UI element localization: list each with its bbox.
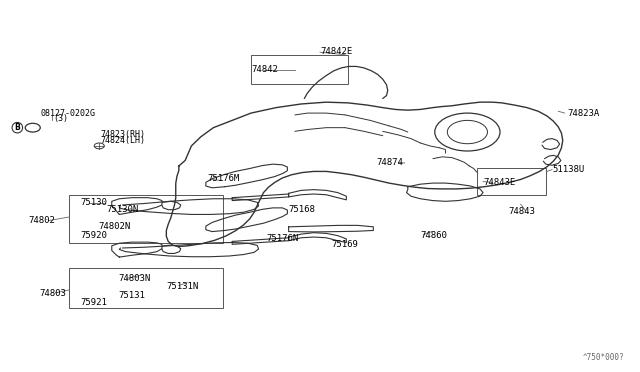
Text: 75168: 75168 bbox=[289, 205, 316, 214]
Text: 75176M: 75176M bbox=[207, 174, 239, 183]
Text: 75920: 75920 bbox=[81, 231, 108, 240]
Text: 74802: 74802 bbox=[28, 216, 55, 225]
Text: 74842: 74842 bbox=[251, 65, 278, 74]
Text: 74843: 74843 bbox=[508, 207, 535, 216]
Text: 75921: 75921 bbox=[81, 298, 108, 307]
Text: 74823(RH): 74823(RH) bbox=[100, 131, 145, 140]
Text: 74824(LH): 74824(LH) bbox=[100, 136, 145, 145]
Text: 75169: 75169 bbox=[332, 240, 358, 249]
Bar bbox=[69, 268, 223, 308]
Text: 74860: 74860 bbox=[420, 231, 447, 240]
Text: 08127-0202G: 08127-0202G bbox=[41, 109, 96, 118]
Text: 75176N: 75176N bbox=[267, 234, 299, 243]
Text: 51138U: 51138U bbox=[552, 165, 584, 174]
Text: ^750*000?: ^750*000? bbox=[582, 353, 624, 362]
Bar bbox=[477, 168, 546, 195]
Text: 75130N: 75130N bbox=[107, 205, 139, 214]
Text: (3): (3) bbox=[54, 114, 68, 123]
Text: 74802N: 74802N bbox=[99, 222, 131, 231]
Text: 75130: 75130 bbox=[81, 198, 108, 207]
Text: B: B bbox=[15, 123, 20, 132]
Text: 75131N: 75131N bbox=[166, 282, 198, 291]
Text: 74843E: 74843E bbox=[483, 178, 515, 187]
Bar bbox=[251, 55, 348, 84]
Text: 74823A: 74823A bbox=[568, 109, 600, 118]
Text: 74803: 74803 bbox=[39, 289, 66, 298]
Text: 74842E: 74842E bbox=[320, 46, 352, 55]
Text: 75131: 75131 bbox=[118, 291, 145, 300]
Bar bbox=[69, 195, 223, 243]
Text: 74803N: 74803N bbox=[118, 275, 150, 283]
Text: 74874: 74874 bbox=[376, 158, 403, 167]
